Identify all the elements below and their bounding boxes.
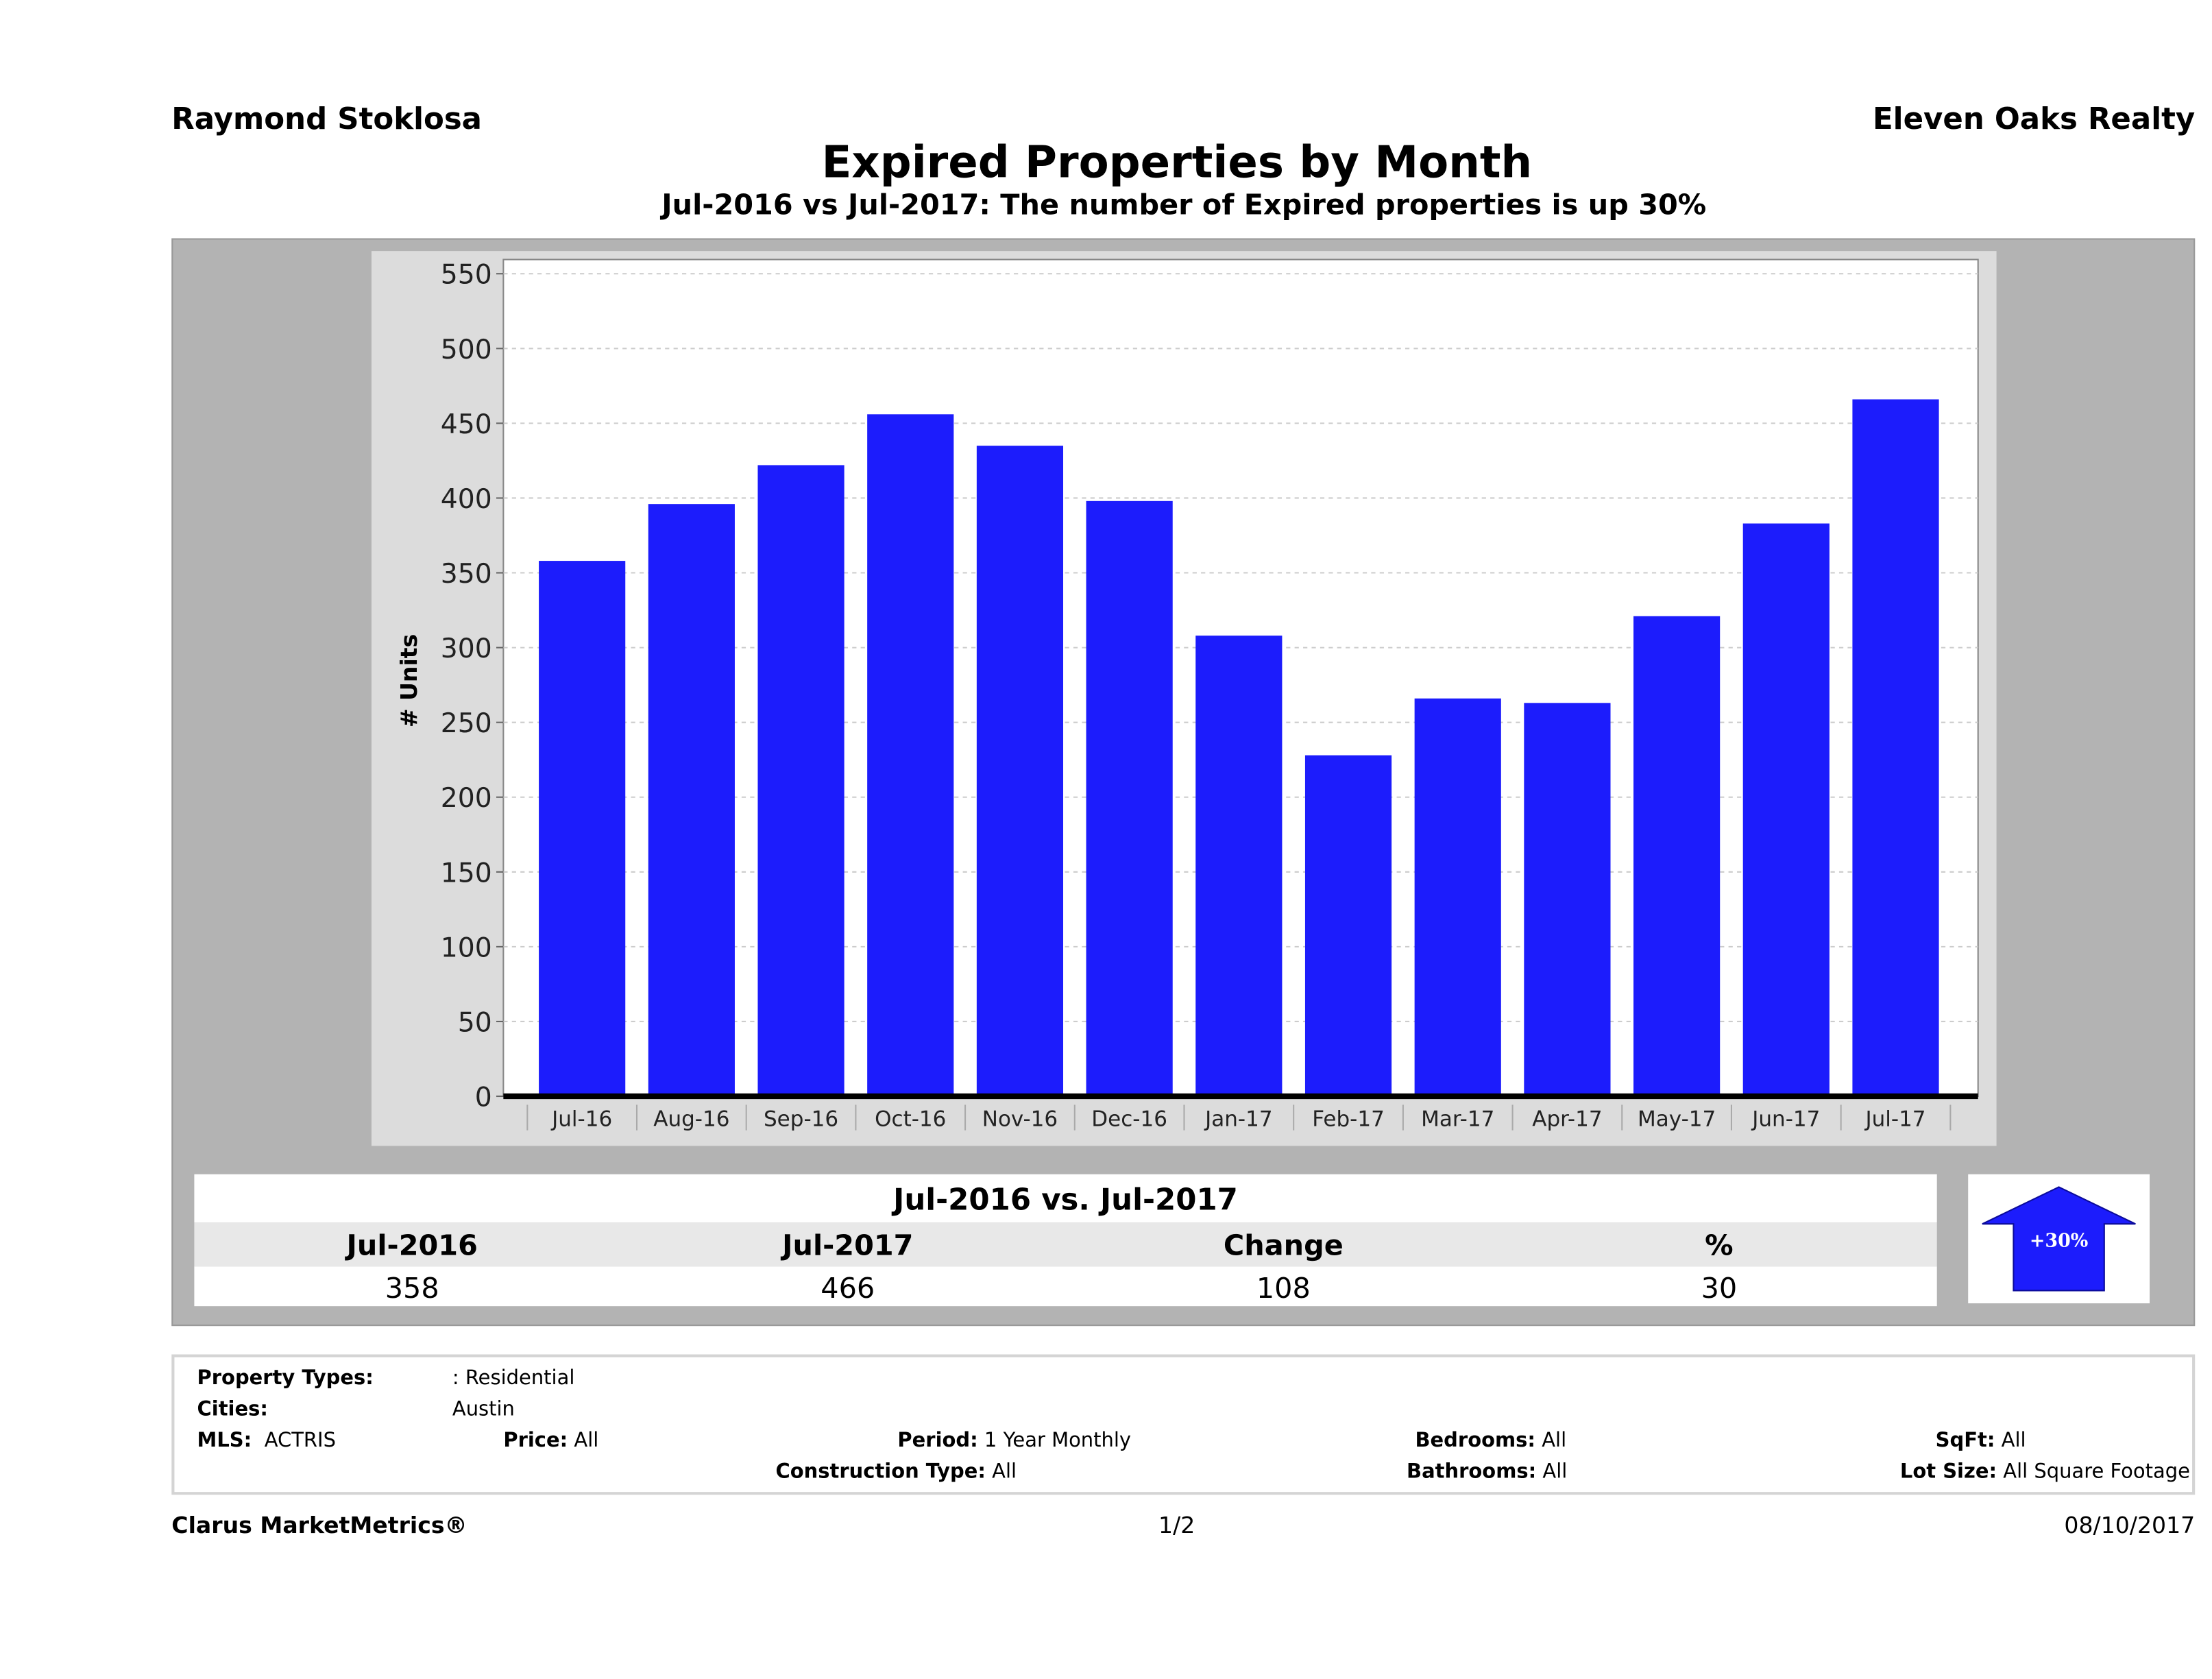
bar-chart: 0 50 100 150 200 250 300 350 400 450 500 550 # Units… bbox=[396, 258, 1979, 1131]
x-tick-label: Nov-16 bbox=[982, 1107, 1058, 1131]
filter-label: Cities: bbox=[197, 1398, 268, 1421]
filter-value: All bbox=[2001, 1429, 2026, 1453]
filter-label: Construction Type: bbox=[775, 1460, 986, 1484]
brokerage-name: Eleven Oaks Realty bbox=[1873, 101, 2196, 136]
y-tick-label: 400 bbox=[441, 484, 492, 515]
bar bbox=[1633, 616, 1721, 1097]
x-tick-label: Apr-17 bbox=[1532, 1107, 1602, 1131]
summary-header: % bbox=[1705, 1228, 1734, 1263]
summary-header: Jul-2016 bbox=[346, 1228, 478, 1263]
summary-values-row: 358 466 108 30 bbox=[194, 1266, 1937, 1307]
change-badge: +30% bbox=[1968, 1174, 2150, 1304]
y-tick-label: 100 bbox=[441, 932, 492, 963]
summary-value: 358 bbox=[385, 1270, 439, 1305]
filter-value: All Square Footage bbox=[2003, 1460, 2190, 1484]
bar bbox=[1852, 399, 1939, 1097]
page-number: 1/2 bbox=[1158, 1512, 1195, 1539]
y-tick-label: 300 bbox=[441, 633, 492, 664]
x-tick-label: Jul-16 bbox=[550, 1107, 612, 1131]
filter-value: : Residential bbox=[452, 1367, 575, 1390]
chart-title: Expired Properties by Month bbox=[821, 137, 1533, 189]
summary-header-row: Jul-2016 Jul-2017 Change % bbox=[194, 1222, 1937, 1267]
filter-value: ACTRIS bbox=[264, 1429, 336, 1453]
summary-value: 466 bbox=[821, 1270, 875, 1305]
bar bbox=[1414, 698, 1501, 1097]
x-tick-label: Dec-16 bbox=[1091, 1107, 1167, 1131]
summary-value: 108 bbox=[1256, 1270, 1311, 1305]
y-tick-label: 200 bbox=[441, 783, 492, 814]
bar bbox=[976, 446, 1064, 1097]
filter-label: MLS: bbox=[197, 1429, 252, 1453]
filter-value: 1 Year Monthly bbox=[984, 1429, 1132, 1453]
bar bbox=[539, 561, 626, 1097]
bar bbox=[757, 465, 844, 1097]
y-tick-label: 500 bbox=[441, 335, 492, 365]
up-arrow-icon: +30% bbox=[1982, 1186, 2136, 1292]
x-tick-label: Sep-16 bbox=[764, 1107, 838, 1131]
bar bbox=[867, 414, 954, 1097]
filter-value: All bbox=[1542, 1429, 1567, 1453]
y-axis-label: # Units bbox=[396, 634, 422, 727]
filter-label: Lot Size: bbox=[1899, 1460, 1997, 1484]
bar bbox=[1304, 755, 1392, 1097]
filter-value: All bbox=[574, 1429, 599, 1453]
y-tick-label: 550 bbox=[441, 260, 492, 291]
y-tick-label: 450 bbox=[441, 409, 492, 440]
bar bbox=[1524, 703, 1611, 1097]
footer-brand: Clarus MarketMetrics® bbox=[171, 1512, 467, 1539]
summary-header: Jul-2017 bbox=[782, 1228, 914, 1263]
chart-area: 0 50 100 150 200 250 300 350 400 450 500 550 # Units… bbox=[371, 251, 1997, 1146]
filter-value: All bbox=[1542, 1460, 1568, 1484]
filter-label: SqFt: bbox=[1935, 1429, 1995, 1453]
x-tick-label: Feb-17 bbox=[1312, 1107, 1385, 1131]
y-tick-label: 250 bbox=[441, 708, 492, 739]
bar bbox=[1086, 500, 1173, 1097]
summary-title: Jul-2016 vs. Jul-2017 bbox=[194, 1174, 1937, 1223]
y-tick-label: 150 bbox=[441, 858, 492, 889]
bar bbox=[1195, 636, 1283, 1097]
report-date: 08/10/2017 bbox=[2064, 1512, 2196, 1539]
agent-name: Raymond Stoklosa bbox=[171, 101, 483, 136]
summary-value: 30 bbox=[1701, 1270, 1738, 1305]
bar bbox=[1742, 523, 1830, 1097]
chart-subtitle: Jul-2016 vs Jul-2017: The number of Expi… bbox=[661, 187, 1707, 221]
x-tick-label: Oct-16 bbox=[875, 1107, 946, 1131]
summary-header: Change bbox=[1223, 1228, 1344, 1263]
summary-title-text: Jul-2016 vs. Jul-2017 bbox=[893, 1183, 1238, 1217]
x-tick-label: Jun-17 bbox=[1751, 1107, 1820, 1131]
x-tick-label: Mar-17 bbox=[1421, 1107, 1494, 1131]
filter-label: Property Types: bbox=[197, 1367, 374, 1390]
x-tick-label: May-17 bbox=[1638, 1107, 1716, 1131]
y-tick-label: 0 bbox=[475, 1083, 492, 1113]
filter-value: Austin bbox=[452, 1398, 515, 1421]
x-tick-label: Jul-17 bbox=[1864, 1107, 1925, 1131]
y-tick-label: 50 bbox=[458, 1007, 492, 1038]
filter-criteria: Property Types: : Residential Cities: Au… bbox=[171, 1354, 2196, 1495]
filter-value: All bbox=[992, 1460, 1017, 1484]
filter-label: Period: bbox=[897, 1429, 978, 1453]
change-badge-text: +30% bbox=[2030, 1230, 2088, 1251]
bar bbox=[648, 504, 735, 1097]
x-tick-label: Jan-17 bbox=[1204, 1107, 1272, 1131]
filter-label: Price: bbox=[503, 1429, 568, 1453]
y-tick-label: 350 bbox=[441, 559, 492, 590]
filter-label: Bedrooms: bbox=[1415, 1429, 1536, 1453]
filter-label: Bathrooms: bbox=[1407, 1460, 1537, 1484]
x-tick-label: Aug-16 bbox=[653, 1107, 729, 1131]
